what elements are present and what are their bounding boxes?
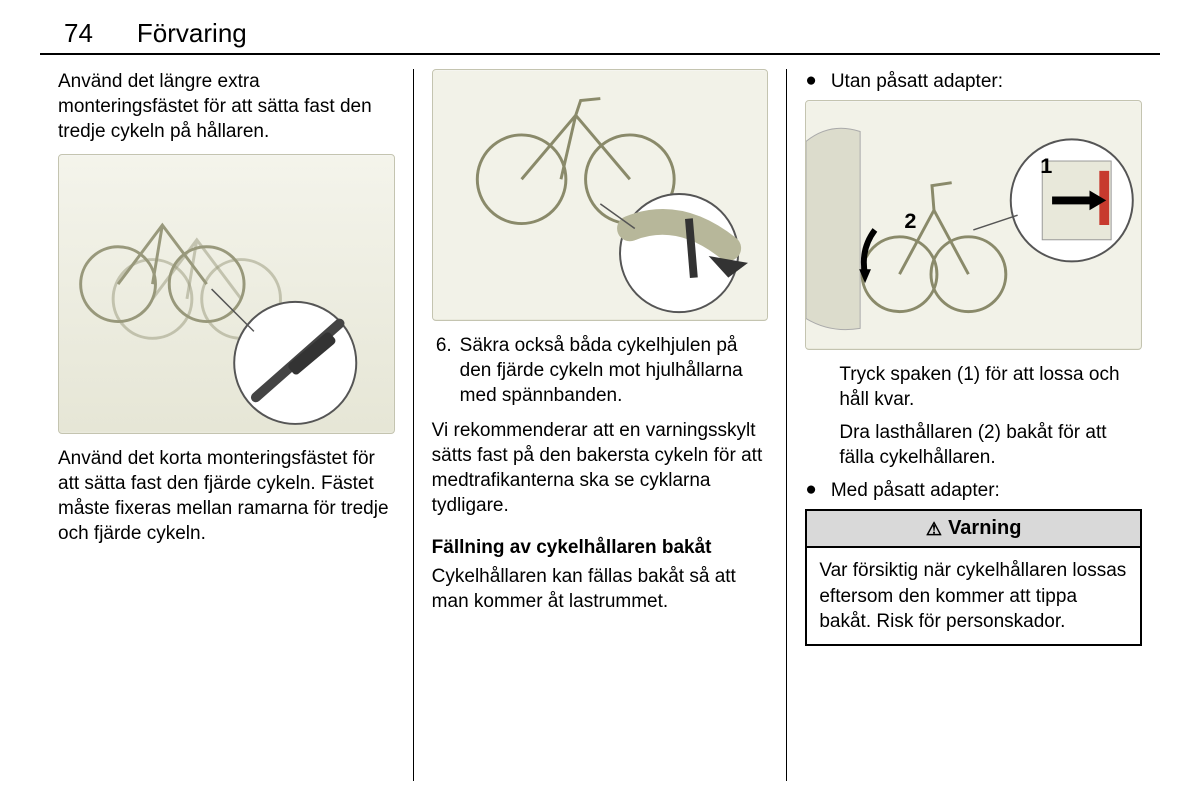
col1-illustration [58,154,395,434]
list-number: 6. [432,333,452,408]
bike-bracket-illustration-icon [59,155,394,433]
col3-bullet-1: ● Utan påsatt adapter: [805,69,1142,94]
column-3: ● Utan påsatt adapter: [787,69,1160,781]
bullet-icon: ● [805,478,816,503]
col3-illustration: 2 1 [805,100,1142,350]
callout-label-1: 1 [1041,153,1053,178]
col3-indent-block: Tryck spaken (1) för att lossa och håll … [805,362,1142,470]
warning-title: Varning [948,517,1021,540]
warning-body: Var försiktig när cykelhållaren lossas e… [807,548,1140,643]
col2-subheading: Fällning av cykelhållaren bakåt [432,535,769,560]
warning-box: ⚠ Varning Var försiktig när cykelhållare… [805,509,1142,645]
columns-container: Använd det längre extra monteringsfästet… [40,69,1160,781]
bullet-icon: ● [805,69,816,94]
column-2: 6. Säkra också båda cykelhjulen på den f… [414,69,788,781]
warning-triangle-icon: ⚠ [926,520,942,538]
col3-indent-p2: Dra lasthållaren (2) bakåt för att fälla… [839,420,1142,470]
col3-indent-p1: Tryck spaken (1) för att lossa och håll … [839,362,1142,412]
warning-heading: ⚠ Varning [807,511,1140,548]
page-number: 74 [64,18,93,49]
col1-para1: Använd det längre extra monteringsfästet… [58,69,395,144]
column-1: Använd det längre extra monteringsfästet… [40,69,414,781]
chapter-title: Förvaring [137,18,247,49]
col1-para2: Använd det korta monteringsfästet för at… [58,446,395,546]
col2-illustration [432,69,769,321]
col2-recommendation: Vi rekommenderar att en varningsskylt sä… [432,418,769,518]
lever-release-illustration-icon: 2 1 [806,101,1141,349]
list-text: Säkra också båda cykelhjulen på den fjär… [460,333,769,408]
bullet2-text: Med påsatt adapter: [831,478,1142,503]
bullet1-text: Utan påsatt adapter: [831,69,1142,94]
manual-page: 74 Förvaring Använd det längre extra mon… [0,0,1200,802]
wheel-strap-illustration-icon [433,70,768,320]
page-header: 74 Förvaring [40,18,1160,55]
col2-fold-para: Cykelhållaren kan fällas bakåt så att ma… [432,564,769,614]
col2-list-item-6: 6. Säkra också båda cykelhjulen på den f… [432,333,769,408]
col3-bullet-2: ● Med påsatt adapter: [805,478,1142,503]
callout-label-2: 2 [905,208,917,233]
